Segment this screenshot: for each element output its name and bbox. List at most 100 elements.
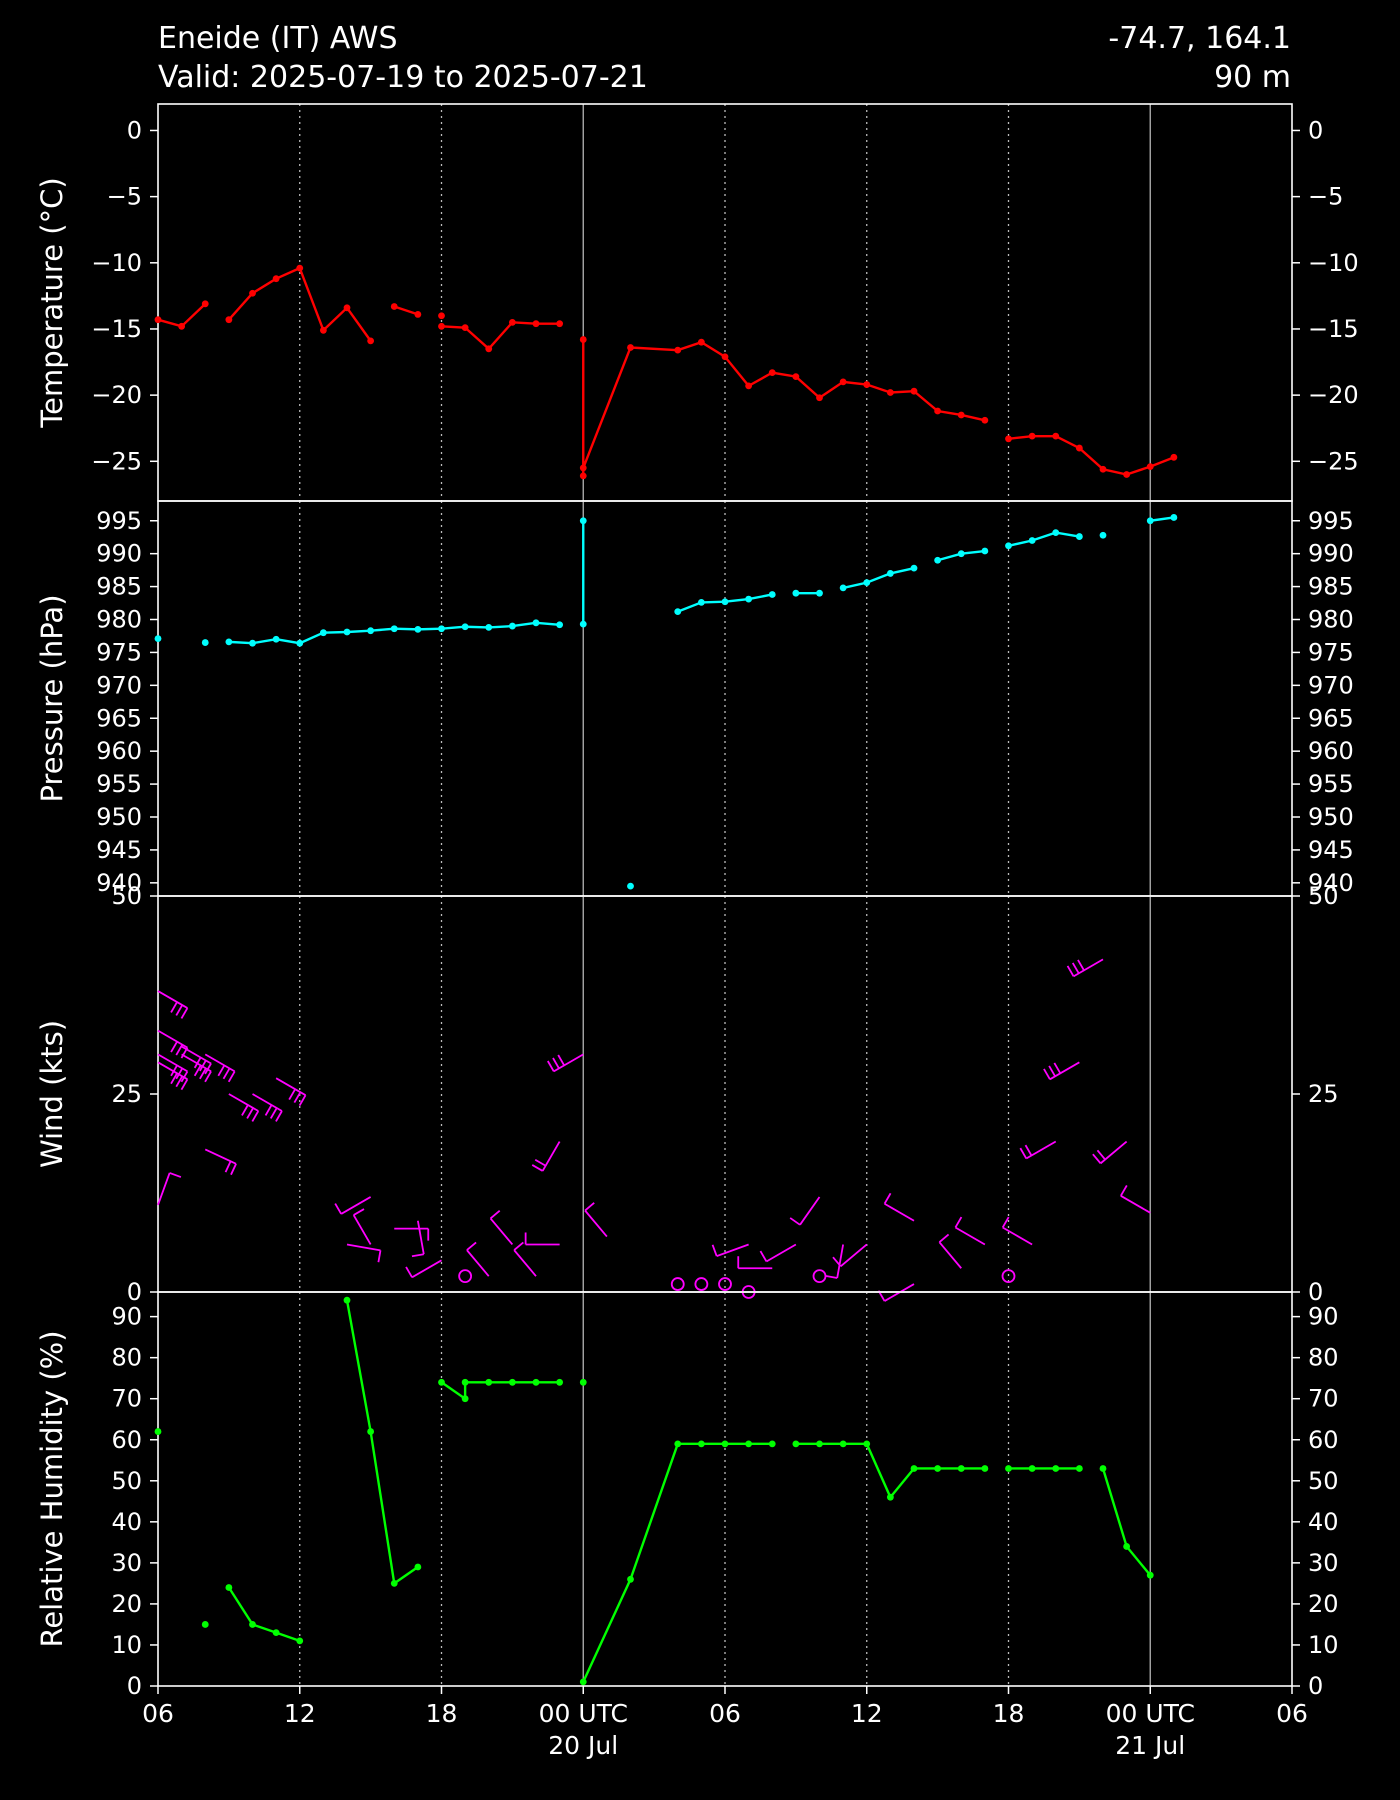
ytick-label-right: 955 [1308, 770, 1354, 798]
pressure-point [485, 624, 493, 631]
humidity-point [485, 1378, 493, 1386]
temperature-point [461, 324, 469, 332]
wind-barb-feather [275, 1110, 283, 1122]
temperature-point [438, 322, 445, 330]
humidity-point [863, 1440, 871, 1448]
pressure-point [249, 639, 256, 647]
pressure-point [816, 589, 823, 597]
temperature-point [721, 353, 729, 361]
humidity-point [579, 1678, 587, 1686]
humidity-point [343, 1296, 351, 1304]
wind-panel: 50 50 25 25 0 0 Wind (kts) [35, 882, 1339, 1306]
ytick-label-left: 50 [111, 882, 142, 910]
temperature-point [1005, 435, 1012, 443]
wind-barb-feather [1053, 1062, 1062, 1074]
pressure-point [1005, 542, 1012, 550]
wind-barb-feather [175, 1004, 184, 1016]
wind-barb [1073, 958, 1104, 978]
humidity-point [461, 1378, 469, 1386]
wind-barb-feather [180, 1078, 189, 1091]
wind-barb [954, 1226, 986, 1246]
ytick-label-left: 975 [96, 638, 142, 666]
ytick-label-left: 30 [111, 1549, 142, 1577]
wind-barb [204, 1148, 237, 1165]
wind-barb-feather [293, 1091, 302, 1104]
pressure-point [886, 570, 894, 577]
xtick-label: 12 [851, 1699, 883, 1728]
humidity-point [508, 1378, 516, 1386]
wind-barb [840, 1243, 868, 1268]
wind-barb-feather [825, 1274, 838, 1279]
ytick-label-left: 25 [111, 1080, 142, 1108]
wind-calm-marker [670, 1277, 685, 1291]
pressure-point [697, 598, 705, 606]
ytick-label-left: −20 [91, 381, 142, 409]
humidity-point [981, 1465, 989, 1472]
wind-barb-feather [241, 1104, 249, 1116]
xtick-label: 00 UTC [1106, 1699, 1195, 1728]
wind-barb [513, 1249, 537, 1277]
humidity-point [367, 1428, 375, 1435]
wind-barb-feather [264, 1104, 273, 1116]
wind-barb-feather [954, 1216, 963, 1228]
pressure-point [863, 579, 871, 587]
wind-barb-feather [1120, 1184, 1128, 1197]
humidity-series-line [227, 1586, 301, 1642]
ytick-label-right: 985 [1308, 573, 1354, 601]
temperature-point [1170, 453, 1178, 461]
xtick-sublabel: 21 Jul [1115, 1731, 1185, 1760]
humidity-point [1005, 1465, 1012, 1472]
ytick-label-left: 940 [96, 869, 142, 897]
ytick-label-right: 10 [1308, 1631, 1339, 1659]
temperature-point [839, 378, 847, 386]
ytick-label-left: 950 [96, 803, 142, 831]
pressure-point [1146, 517, 1154, 525]
ytick-label-right: 90 [1308, 1303, 1339, 1331]
temperature-point [296, 264, 304, 272]
xtick-label: 18 [993, 1699, 1025, 1728]
humidity-point [556, 1378, 564, 1386]
humidity-point [1028, 1465, 1036, 1472]
pressure-point [579, 517, 587, 525]
ytick-label-left: 970 [96, 671, 142, 699]
humidity-point [249, 1621, 256, 1628]
pressure-series-line [1150, 516, 1175, 522]
wind-barb-feather [1071, 962, 1080, 974]
temperature-point [957, 411, 965, 419]
ytick-label-right: −25 [1308, 447, 1359, 475]
wind-barb-feather [251, 1110, 260, 1122]
temperature-point [1075, 444, 1083, 452]
wind-barb [836, 1244, 845, 1279]
pressure-point [1170, 514, 1178, 521]
xtick-label: 18 [426, 1699, 458, 1728]
station-title: Eneide (IT) AWS [158, 21, 398, 56]
wind-barb [252, 1093, 283, 1112]
wind-barb-feather [193, 1064, 202, 1077]
ytick-label-right: 30 [1308, 1549, 1339, 1577]
ytick-label-right: 965 [1308, 704, 1354, 732]
temperature-point [154, 316, 162, 324]
wind-barb [1002, 1226, 1033, 1246]
humidity-point [839, 1440, 847, 1448]
pressure-point [272, 635, 280, 643]
wind-barb [157, 1029, 188, 1049]
humidity-point [792, 1440, 800, 1448]
plot-area: 0 0 −5 −5 −10 −10 −15 −15 −20 −20 −25 −25 Temperatur… [35, 103, 1359, 1760]
wind-barb [181, 1045, 212, 1065]
ytick-label-right: 950 [1308, 803, 1354, 831]
wind-barb-feather [169, 1172, 182, 1178]
wind-barb [181, 1053, 212, 1073]
humidity-point [934, 1465, 942, 1472]
temperature-point [697, 338, 705, 346]
humidity-point [461, 1395, 469, 1403]
pressure-point [792, 589, 800, 597]
pressure-point [154, 635, 162, 642]
ytick-label-right: 50 [1308, 882, 1339, 910]
wind-barb-feather [353, 1208, 365, 1216]
wind-barb-feather [222, 1067, 231, 1080]
wind-barb-feather [489, 1210, 501, 1220]
temperature-point [981, 416, 989, 424]
pressure-point [627, 882, 634, 890]
humidity-point [414, 1563, 422, 1571]
wind-barb-feather [557, 1054, 565, 1066]
